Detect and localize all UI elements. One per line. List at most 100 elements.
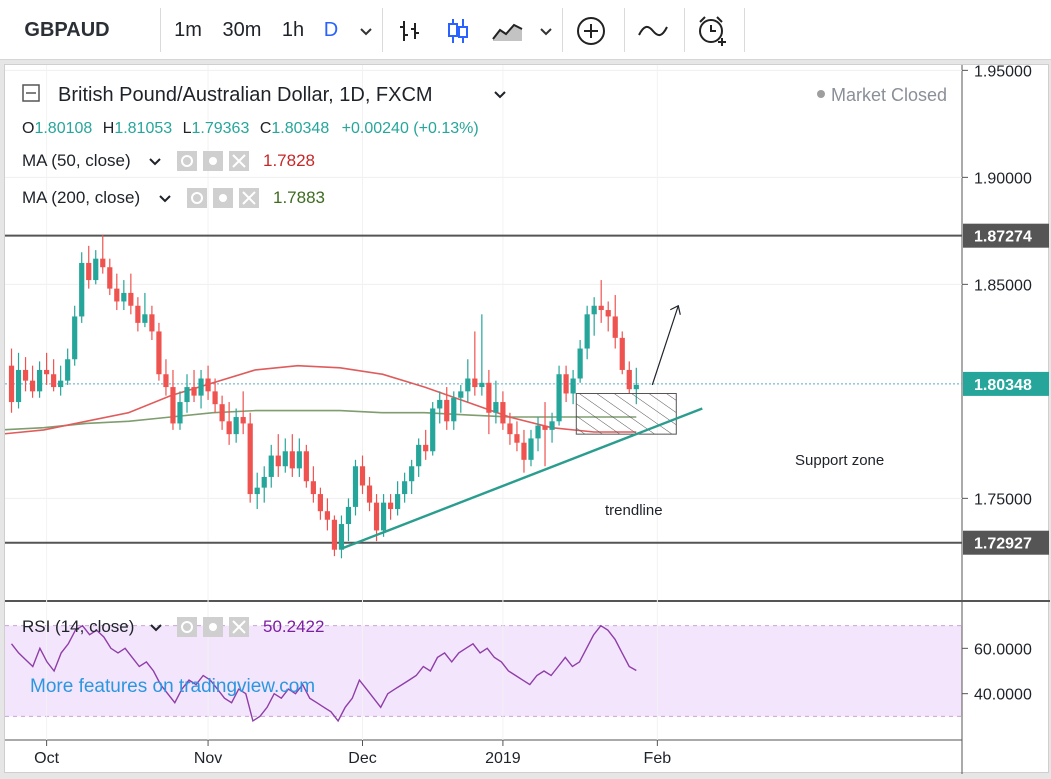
trendline-label: trendline [605, 502, 663, 519]
ohlc-low: 1.79363 [192, 120, 250, 137]
indicator-wave-icon[interactable] [632, 0, 674, 60]
candle-body [626, 369, 632, 390]
candle-body [15, 369, 22, 403]
chevron-down-icon[interactable] [352, 0, 380, 60]
trendline [341, 407, 703, 550]
candle-body [296, 451, 302, 469]
time-tick-label: Dec [348, 750, 376, 767]
horizontal-levels [5, 234, 962, 544]
candle-body [486, 382, 492, 413]
current-price-label-bg [963, 371, 1049, 396]
close-icon-glyph [232, 154, 246, 168]
candle-body [219, 404, 225, 422]
chart-panel[interactable]: 1.95000 1.90000 1.85000 1.75000 60.0000 40.0… [1, 63, 1050, 774]
gear-icon-glyph [209, 157, 217, 165]
candle-body [444, 399, 450, 422]
chevron-down-icon[interactable] [150, 624, 162, 632]
candle-body [570, 378, 576, 394]
candle-body [331, 519, 338, 550]
candle-body [366, 485, 373, 503]
candle-body [345, 506, 352, 525]
interval-d-button[interactable]: D [323, 19, 339, 41]
ma50-label[interactable]: MA (50, close) [22, 151, 131, 170]
watermark-link[interactable]: More features on tradingview.com [30, 676, 315, 697]
chevron-down-icon[interactable] [532, 0, 560, 60]
ohlc-o-label: O [22, 120, 34, 137]
candle-body [191, 387, 197, 396]
ma50-line [1, 364, 637, 435]
candle-body [549, 421, 555, 430]
price-tick-label: 1.75000 [974, 491, 1032, 508]
candle-body [254, 487, 260, 495]
toolbar: GBPAUD 1m 30m 1h D [0, 0, 1051, 60]
interval-30m-button[interactable]: 30m [222, 19, 262, 41]
candle-body [100, 258, 106, 268]
candle-body [22, 369, 29, 381]
chevron-down-icon[interactable] [494, 91, 506, 99]
ohlc-open: 1.80108 [34, 120, 92, 137]
candle-body [135, 305, 141, 323]
support-price-label-bg [963, 530, 1049, 555]
candle-body [247, 423, 253, 495]
interval-1m-button[interactable]: 1m [174, 19, 202, 41]
candle-body [416, 444, 422, 467]
alarm-clock-icon[interactable] [692, 0, 734, 60]
rsi-band [5, 625, 962, 717]
ma200-line [1, 409, 637, 431]
current-price-label: 1.80348 [974, 377, 1032, 394]
candle-body [289, 451, 295, 469]
price-axis-labels: 1.87274 1.72927 1.80348 [963, 223, 1049, 555]
plus-circle-icon[interactable] [570, 0, 612, 60]
candle-body [514, 434, 520, 443]
candle-body [121, 292, 127, 302]
candle-body [8, 365, 15, 403]
rsi-line-group [10, 624, 637, 723]
rsi-label[interactable]: RSI (14, close) [22, 617, 134, 636]
projection-arrow-head [670, 304, 681, 315]
interval-1h-button[interactable]: 1h [281, 19, 305, 41]
ma200-line-group [1, 409, 637, 431]
toolbar-divider [562, 8, 563, 52]
projection-arrow-group [651, 304, 681, 386]
eye-icon[interactable] [177, 617, 197, 637]
candle-body [465, 378, 471, 392]
chevron-down-icon[interactable] [149, 158, 161, 166]
candle-body [535, 425, 541, 439]
candle-body [451, 397, 457, 422]
candle-body [198, 378, 204, 396]
toolbar-divider [624, 8, 625, 52]
ohlc-c-label: C [260, 120, 272, 137]
candle-body [605, 310, 611, 317]
candle-body [163, 374, 169, 388]
legend-title[interactable]: British Pound/Australian Dollar, 1D, FXC… [58, 84, 433, 106]
time-tick-label: 2019 [485, 750, 521, 767]
price-tick-label: 1.95000 [974, 65, 1032, 80]
candle-body [633, 384, 639, 390]
eye-icon-glyph [181, 155, 193, 167]
candle-body [303, 451, 309, 482]
symbol-search[interactable]: GBPAUD [24, 19, 110, 41]
rsi-line [10, 624, 637, 723]
ma200-label[interactable]: MA (200, close) [22, 188, 140, 207]
candles [8, 235, 639, 559]
candle-body [212, 391, 218, 405]
chart-canvas[interactable]: 1.95000 1.90000 1.85000 1.75000 60.0000 40.0… [1, 63, 1050, 774]
candle-body [282, 451, 288, 467]
bar-chart-icon[interactable] [392, 0, 428, 60]
candle-body [233, 417, 239, 435]
area-chart-icon[interactable] [486, 0, 530, 60]
eye-icon[interactable] [177, 151, 197, 171]
candle-body [584, 314, 590, 349]
candlestick-icon[interactable] [440, 0, 476, 60]
candle-body [507, 423, 513, 435]
chevron-down-icon[interactable] [159, 195, 171, 203]
candle-body [51, 374, 57, 388]
time-axis-ticks: Oct Nov Dec 2019 Feb [34, 740, 671, 767]
candle-body [240, 417, 246, 424]
support-price-label: 1.72927 [974, 536, 1032, 553]
candle-body [542, 425, 548, 430]
candle-body [563, 374, 569, 394]
candle-body [395, 494, 401, 510]
price-pane[interactable] [5, 65, 962, 600]
eye-icon[interactable] [187, 188, 207, 208]
